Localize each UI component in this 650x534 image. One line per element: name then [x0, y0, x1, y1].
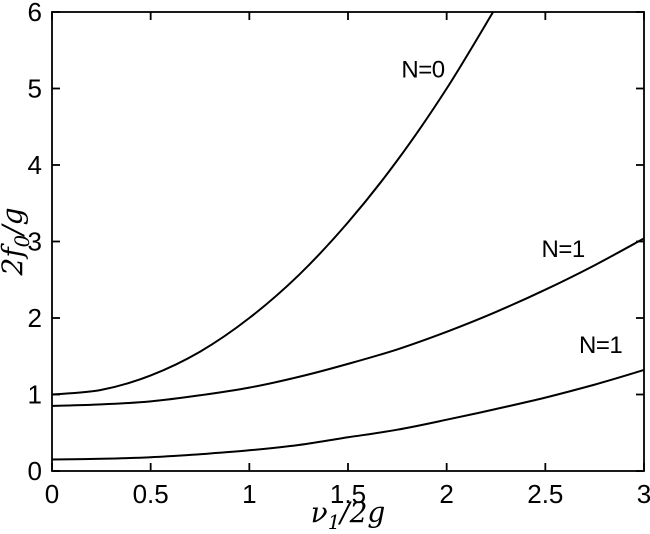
- y-tick-label: 0: [28, 456, 42, 486]
- math-text: /g: [0, 207, 29, 237]
- curve-label-n=0: N=0: [401, 56, 444, 83]
- y-tick-label: 1: [28, 380, 42, 410]
- curve-n=1-upper-: [52, 237, 644, 407]
- y-tick-label: 3: [28, 227, 42, 257]
- curve-n=1-lower-: [52, 369, 644, 461]
- math-text: /2g: [337, 496, 385, 529]
- y-tick-labels: 0 1 2 3 4 5 6: [28, 0, 42, 486]
- math-text: ν: [311, 496, 328, 529]
- x-tick-label: 2: [439, 479, 453, 509]
- y-tick-label: 5: [28, 74, 42, 104]
- y-tick-label: 4: [28, 150, 42, 180]
- subscript: 1: [328, 511, 340, 534]
- y-axis-label: 2f0/g: [0, 207, 34, 276]
- x-tick-label: 3: [637, 479, 650, 509]
- y-tick-label: 6: [28, 0, 42, 27]
- x-tick-label: 0.5: [133, 479, 169, 509]
- curve-label-n=1-lower-: N=1: [579, 332, 622, 359]
- x-axis-label: ν1/2g: [311, 496, 386, 534]
- math-text: 2f: [0, 243, 29, 277]
- curve-label-n=1-upper-: N=1: [541, 236, 584, 263]
- x-tick-label: 1.5: [330, 479, 366, 509]
- plot-frame: [51, 11, 645, 472]
- subscript: 0: [11, 235, 34, 247]
- y-tick-label: 2: [28, 303, 42, 333]
- x-tick-label: 0: [45, 479, 59, 509]
- curve-n=0: [52, 12, 495, 396]
- x-tick-label: 2.5: [527, 479, 563, 509]
- x-tick-label: 1: [242, 479, 256, 509]
- curves: [52, 12, 644, 461]
- x-tick-labels: 0 0.5 1 1.5 2 2.5 3: [45, 479, 650, 509]
